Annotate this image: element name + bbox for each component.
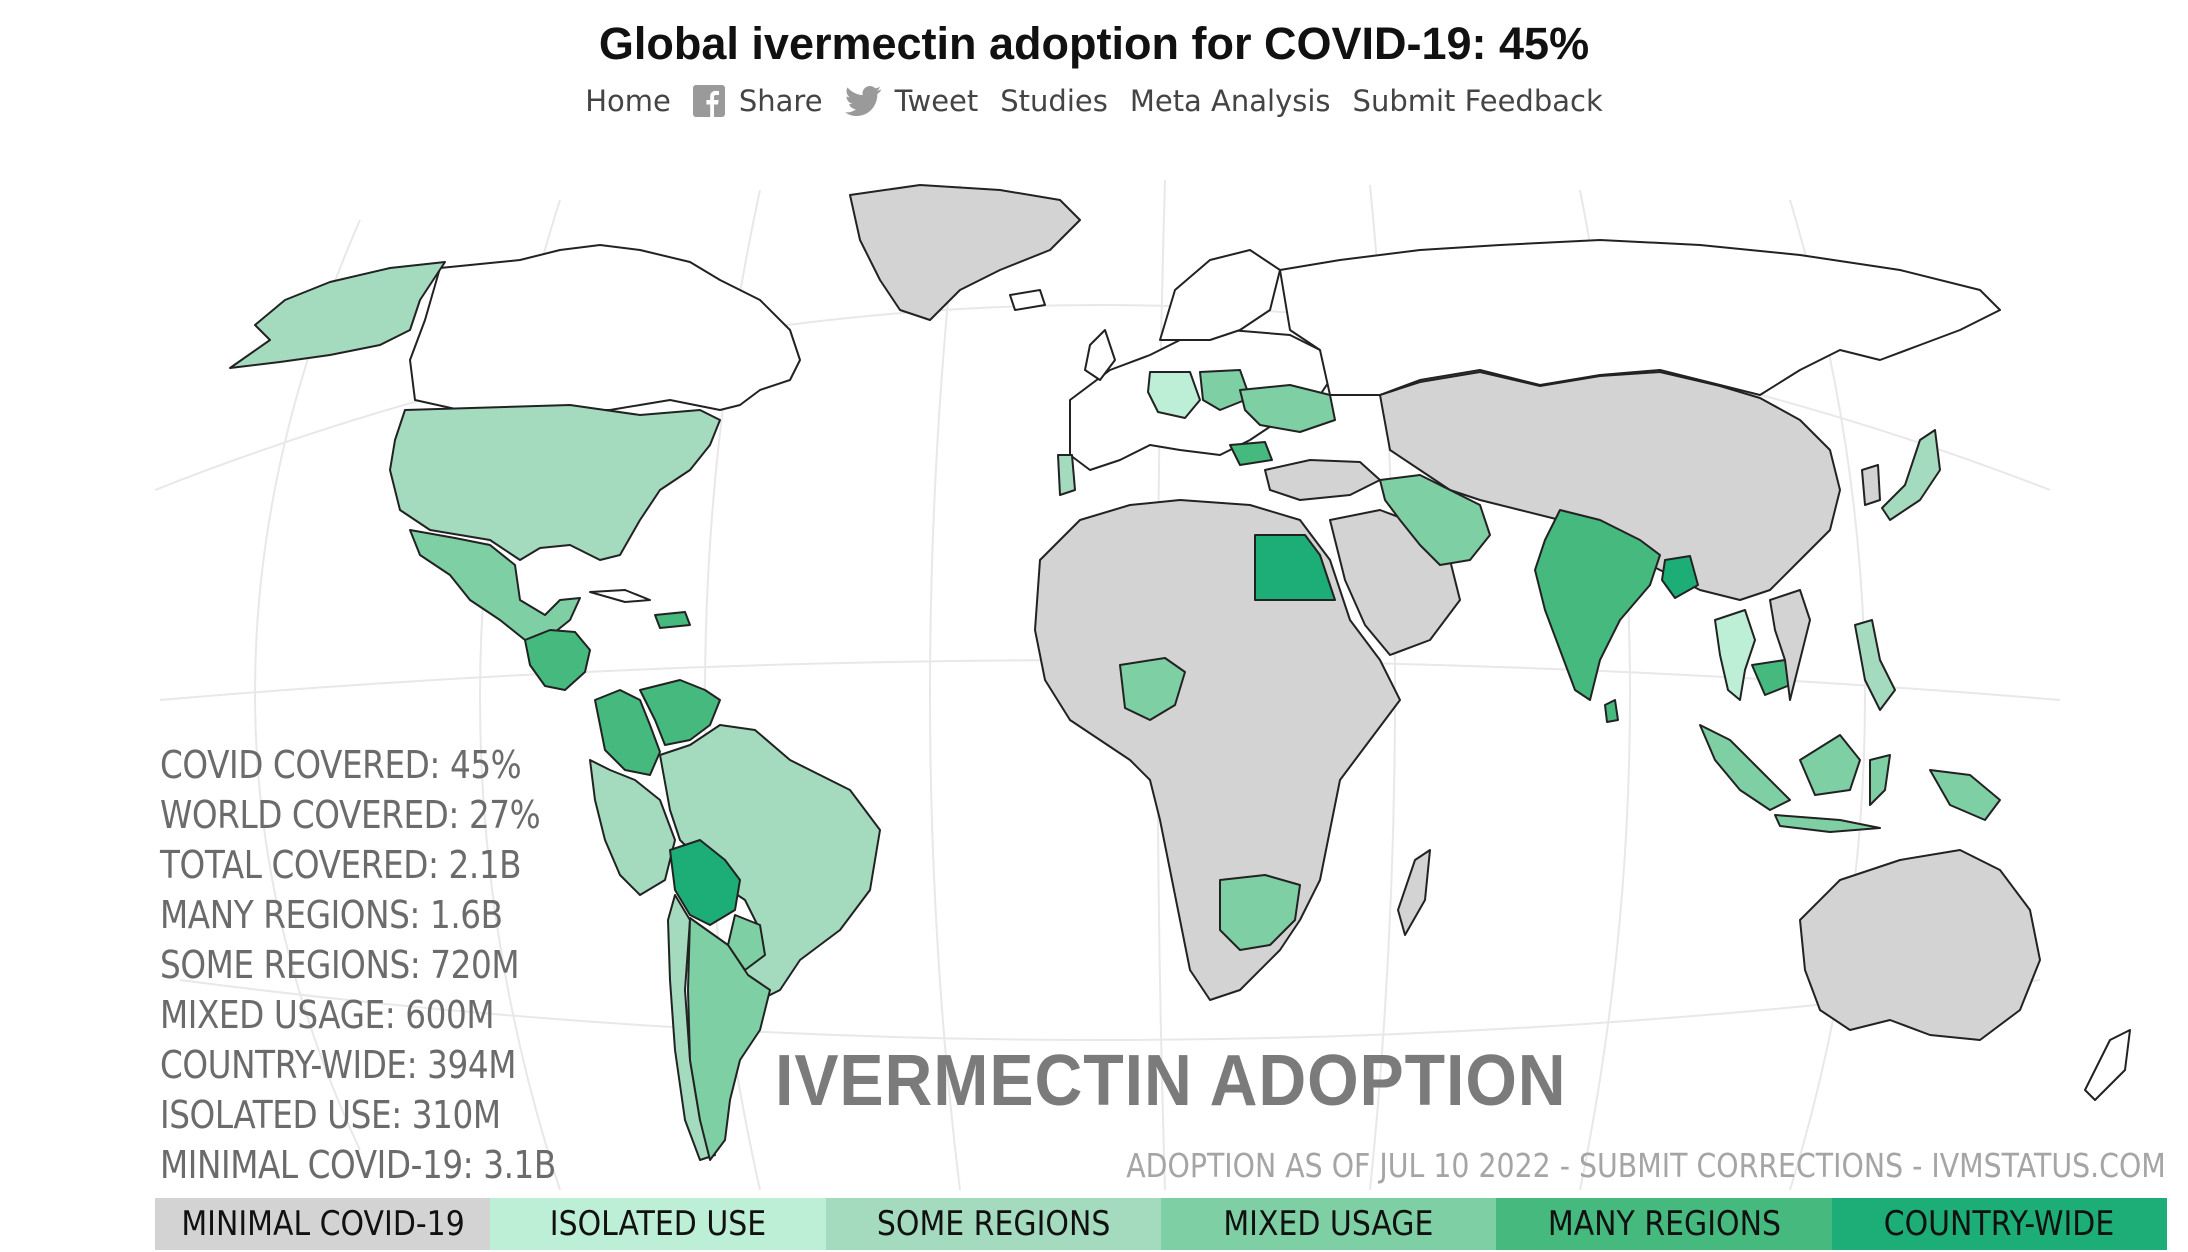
stat-total-covered: TOTAL COVERED: 2.1B: [160, 843, 522, 887]
region-japan: [1881, 429, 1941, 521]
region-uk: [1084, 329, 1116, 381]
nav-submit-feedback-label: Submit Feedback: [1352, 84, 1603, 118]
region-borneo: [1799, 734, 1861, 796]
region-cambodia: [1751, 659, 1791, 696]
region-cuba: [589, 589, 651, 603]
region-chile: [667, 894, 716, 1161]
nav-tweet-link[interactable]: Tweet: [844, 84, 979, 118]
region-papua-new-guinea: [1929, 769, 2001, 821]
region-philippines: [1854, 619, 1896, 711]
nav-meta-analysis-label: Meta Analysis: [1129, 84, 1331, 118]
top-nav: Home Share Tweet Studies Meta Analysis S…: [0, 84, 2188, 118]
region-mexico: [409, 529, 581, 641]
region-paraguay: [727, 914, 766, 971]
region-bolivia: [669, 839, 741, 926]
legend-many-regions: MANY REGIONS: [1496, 1198, 1832, 1250]
stat-mixed-usage: MIXED USAGE: 600M: [160, 993, 495, 1037]
region-ukraine: [1239, 384, 1336, 433]
nav-home-label: Home: [585, 84, 671, 118]
region-greenland: [849, 184, 1081, 321]
legend-minimal-covid: MINIMAL COVID-19: [155, 1198, 491, 1250]
legend-isolated-use: ISOLATED USE: [490, 1198, 826, 1250]
region-india: [1534, 509, 1661, 701]
stat-many-regions: MANY REGIONS: 1.6B: [160, 893, 503, 937]
legend-some-regions: SOME REGIONS: [825, 1198, 1161, 1250]
legend-many-regions-label: MANY REGIONS: [1547, 1204, 1781, 1244]
region-united-states: [389, 404, 721, 561]
region-turkey: [1264, 459, 1381, 501]
stat-country-wide: COUNTRY-WIDE: 394M: [160, 1043, 517, 1087]
region-scandinavia: [1159, 249, 1281, 341]
nav-share-label: Share: [738, 84, 823, 118]
region-sri-lanka: [1604, 699, 1619, 723]
region-java: [1774, 814, 1881, 833]
region-iran: [1379, 474, 1491, 566]
world-map: [154, 179, 2131, 1190]
region-new-zealand: [2084, 1029, 2131, 1101]
nav-meta-analysis-link[interactable]: Meta Analysis: [1130, 84, 1331, 118]
nav-submit-feedback-link[interactable]: Submit Feedback: [1353, 84, 1603, 118]
region-africa-minimal: [1034, 499, 1401, 1001]
legend-mixed-usage: MIXED USAGE: [1160, 1198, 1497, 1250]
region-russia: [1279, 239, 2001, 396]
facebook-icon: [692, 85, 725, 117]
region-argentina: [687, 917, 771, 1161]
region-portugal: [1057, 454, 1076, 496]
region-venezuela: [639, 679, 721, 746]
region-dominican-republic: [654, 611, 691, 629]
region-sulawesi: [1869, 754, 1891, 806]
region-peru: [589, 759, 676, 896]
stat-some-regions: SOME REGIONS: 720M: [160, 943, 520, 987]
legend: MINIMAL COVID-19 ISOLATED USE SOME REGIO…: [155, 1198, 2167, 1250]
region-alaska: [229, 261, 446, 369]
page-title: Global ivermectin adoption for COVID-19:…: [598, 18, 1590, 69]
nav-studies-link[interactable]: Studies: [1000, 84, 1108, 118]
region-bulgaria: [1229, 441, 1273, 466]
region-central-america: [524, 629, 591, 691]
region-egypt: [1254, 534, 1336, 601]
stats-panel: COVID COVERED: 45% WORLD COVERED: 27% TO…: [160, 740, 556, 1190]
region-bangladesh: [1661, 555, 1699, 599]
region-south-africa: [1219, 874, 1301, 951]
region-australia: [1799, 849, 2041, 1041]
region-asia-minimal: [1379, 371, 1841, 601]
legend-minimal-covid-label: MINIMAL COVID-19: [180, 1204, 465, 1244]
region-korea: [1861, 464, 1881, 506]
region-canada: [409, 244, 801, 411]
adoption-date-note: ADOPTION AS OF JUL 10 2022 - SUBMIT CORR…: [1126, 1146, 2166, 1185]
legend-country-wide-label: COUNTRY-WIDE: [1884, 1204, 2115, 1244]
nav-tweet-label: Tweet: [894, 84, 979, 118]
region-vietnam: [1769, 589, 1811, 701]
stat-isolated-use: ISOLATED USE: 310M: [160, 1093, 501, 1137]
legend-mixed-usage-label: MIXED USAGE: [1223, 1204, 1434, 1244]
region-colombia: [594, 689, 661, 776]
legend-isolated-use-label: ISOLATED USE: [549, 1204, 767, 1244]
legend-country-wide: COUNTRY-WIDE: [1831, 1198, 2167, 1250]
region-iceland: [1009, 289, 1046, 311]
region-madagascar: [1397, 849, 1431, 936]
legend-some-regions-label: SOME REGIONS: [876, 1204, 1111, 1244]
region-nigeria: [1119, 657, 1186, 721]
region-indonesia: [1699, 724, 1791, 811]
nav-studies-label: Studies: [1000, 84, 1108, 118]
twitter-icon: [844, 86, 881, 116]
nav-share-link[interactable]: Share: [692, 84, 823, 118]
nav-home-link[interactable]: Home: [585, 84, 671, 118]
stat-covid-covered: COVID COVERED: 45%: [160, 743, 522, 787]
region-poland: [1199, 369, 1251, 411]
region-thailand: [1714, 609, 1756, 701]
region-germany: [1147, 371, 1201, 419]
stat-minimal-covid: MINIMAL COVID-19: 3.1B: [160, 1143, 556, 1187]
map-heading: IVERMECTIN ADOPTION: [775, 1041, 1567, 1121]
stat-world-covered: WORLD COVERED: 27%: [160, 793, 541, 837]
